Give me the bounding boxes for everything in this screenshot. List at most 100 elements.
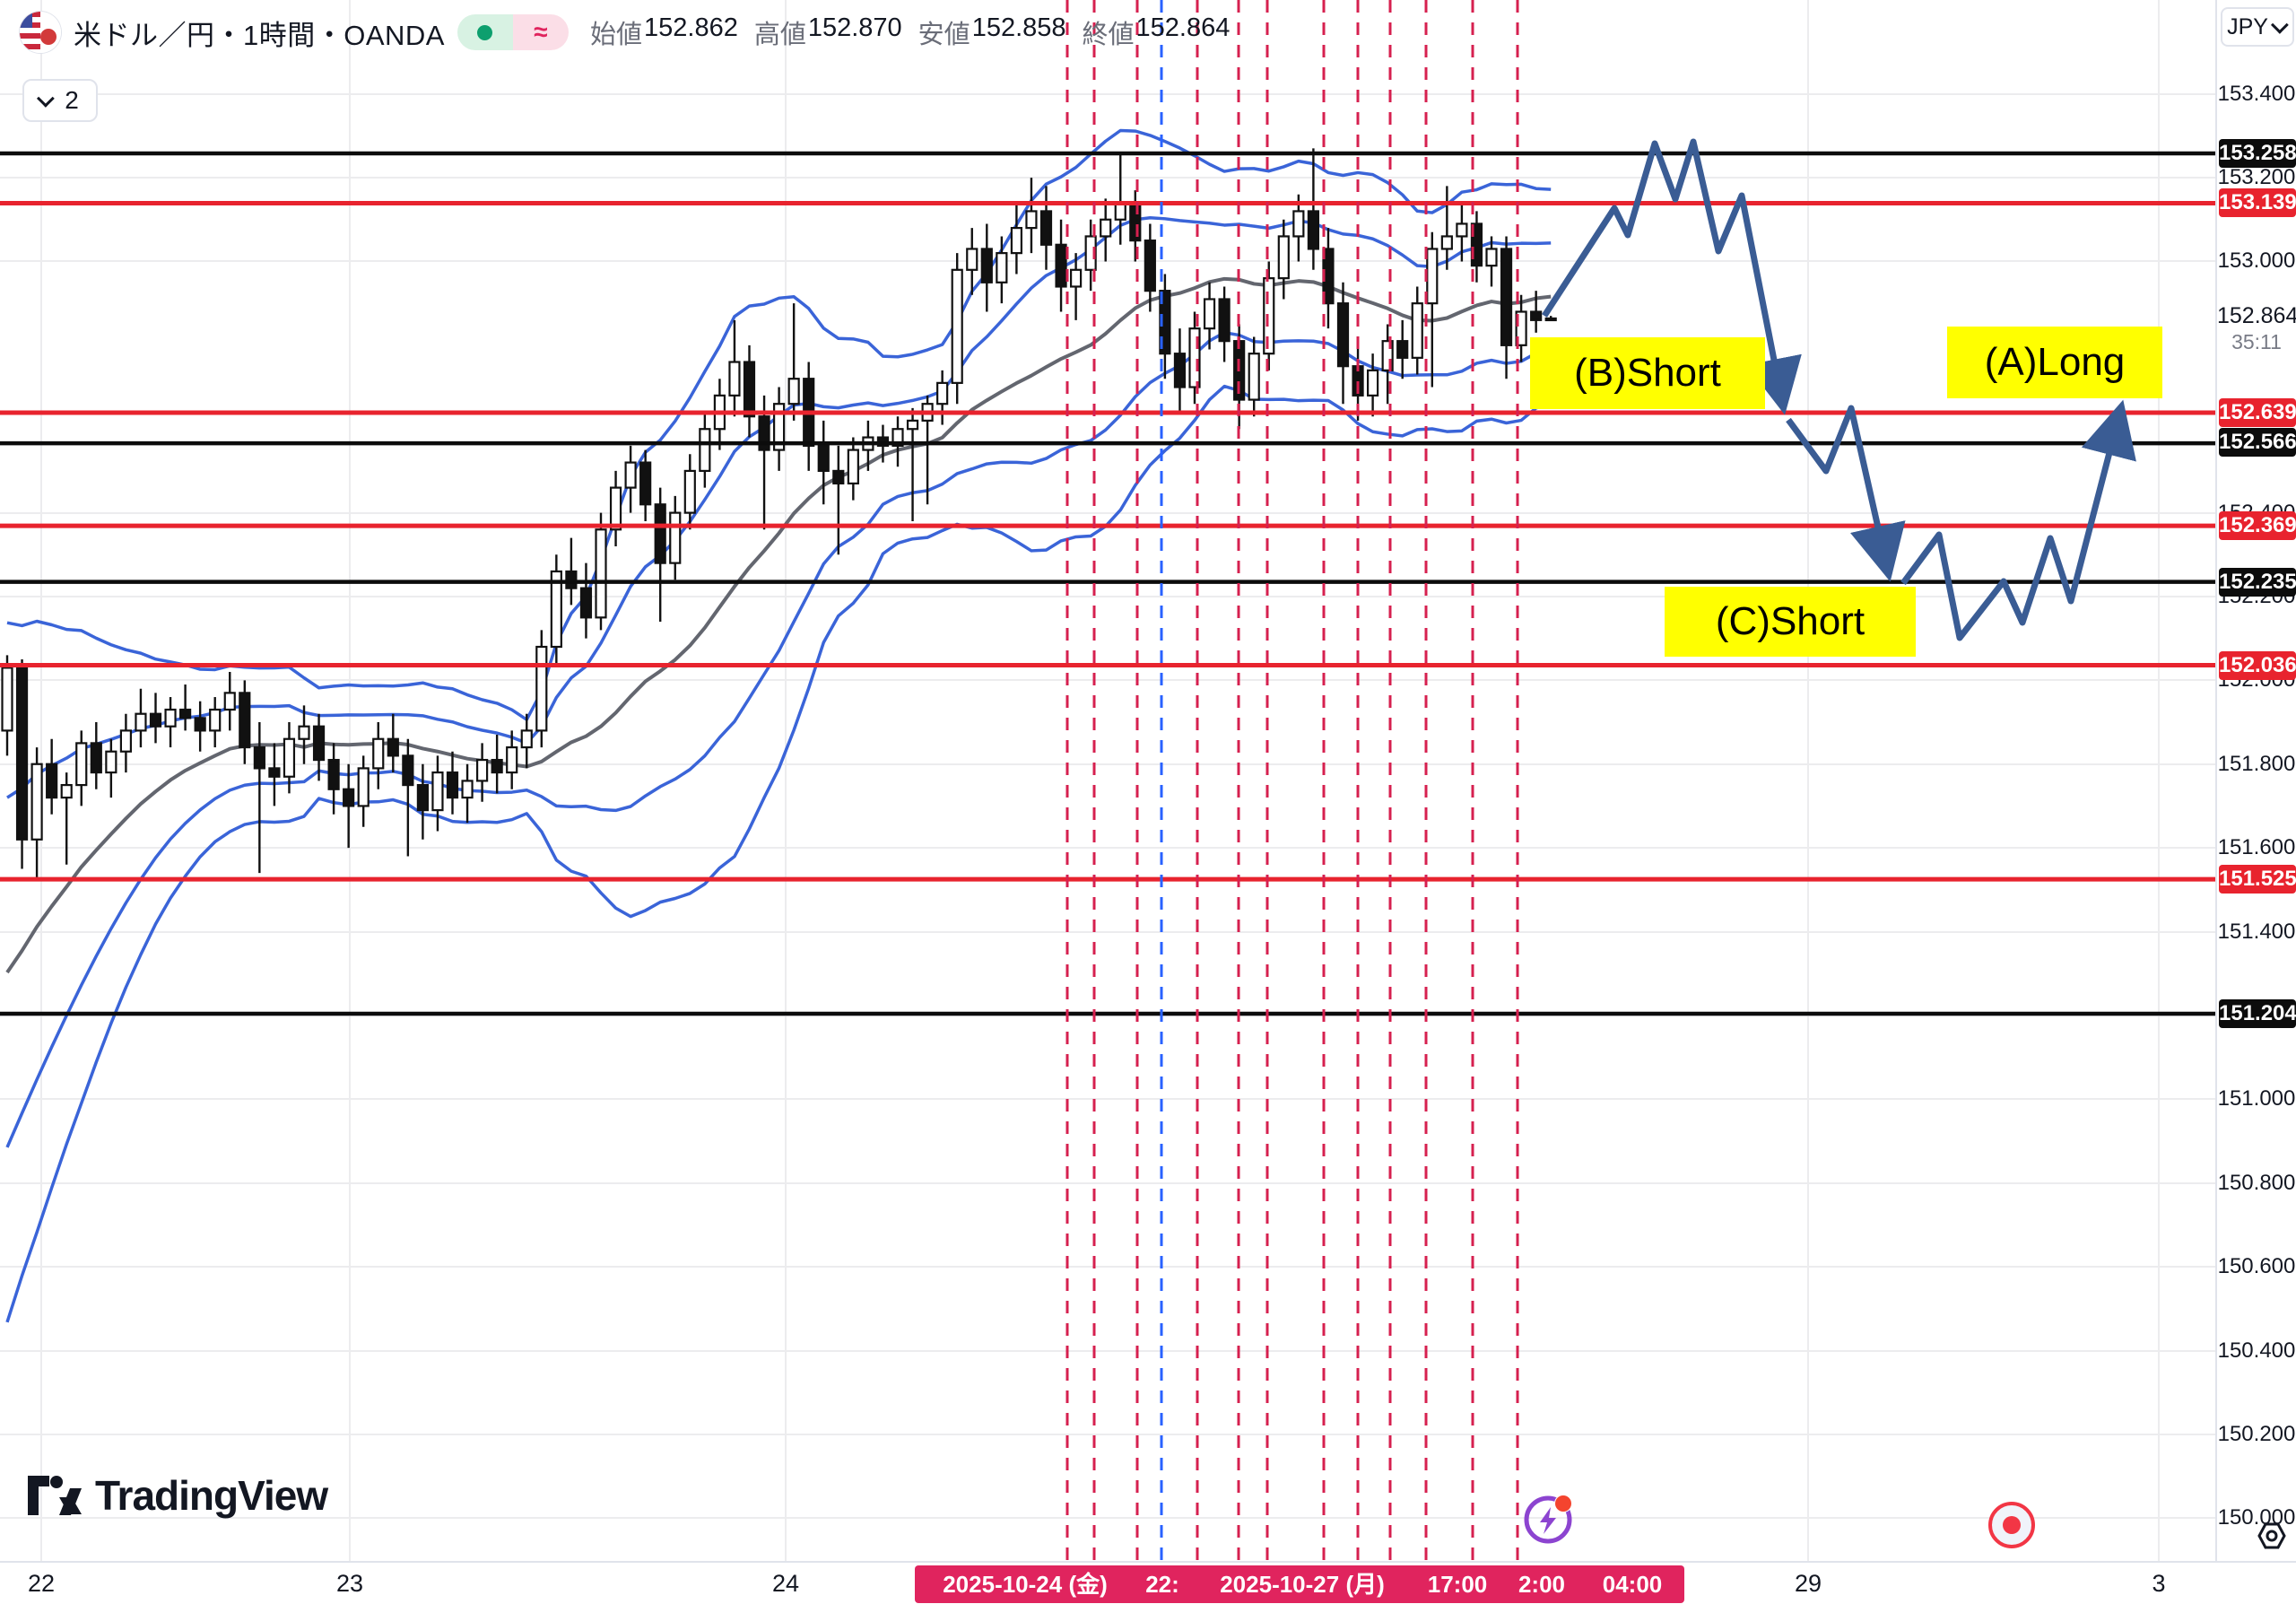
arrow-projection-up-to-152.639 [1900, 399, 2136, 641]
candle-body-up [1248, 353, 1260, 401]
candle [550, 554, 562, 664]
candle [1084, 219, 1097, 292]
candle-body-up [1263, 277, 1275, 355]
bar-countdown: 35:11 [2231, 330, 2282, 353]
price-badge-153.139: 153.139 [2219, 188, 2296, 217]
candle [1188, 311, 1201, 405]
candle-body-down [387, 737, 399, 757]
price-tick-153.400: 153.400 [2217, 82, 2296, 106]
ohlc-readout: 始値 152.862 高値 152.870 安値 152.858 終値 152.864 [590, 13, 1230, 51]
candle-body-down [654, 503, 666, 564]
open-label: 始値 [589, 21, 642, 49]
japan-flag-half [40, 12, 61, 53]
label-a-long[interactable]: (A)Long [1947, 327, 2162, 398]
candle [728, 319, 741, 417]
candle [1129, 190, 1142, 262]
quick-action-bolt-icon[interactable] [1522, 1493, 1574, 1545]
candle-body-up [535, 645, 548, 732]
open-value: 152.862 [644, 13, 738, 42]
candle-body-up [60, 783, 73, 799]
time-axis[interactable]: 2025-10-24 (金) 22: 2025-10-27 (月) 17:00 2:00… [0, 1561, 2296, 1604]
candle-body-down [817, 444, 830, 473]
price-badge-152.566: 152.566 [2219, 428, 2296, 457]
price-tick-150.800: 150.800 [2217, 1171, 2296, 1195]
candle-body-up [891, 428, 904, 447]
price-axis[interactable]: JPY 153.400153.200153.000152.400152.2001… [2215, 0, 2296, 1561]
tradingview-logo[interactable]: TradingView [27, 1471, 328, 1520]
candle-body-down [239, 692, 251, 749]
candle-body-up [119, 729, 132, 753]
close-label: 終値 [1082, 21, 1135, 49]
candle-body-up [906, 419, 919, 431]
candle [1, 655, 13, 756]
candle [996, 236, 1008, 304]
usdjpy-flag-icon [20, 12, 61, 53]
candle-body-up [996, 252, 1008, 283]
label-c-short[interactable]: (C)Short [1665, 587, 1916, 657]
candle-body-down [253, 745, 265, 770]
candle-body-down [312, 725, 326, 762]
axis-settings-button[interactable] [2257, 1521, 2287, 1556]
candle [239, 680, 251, 764]
candle-body-down [1307, 210, 1320, 250]
session-badge-label: 2:00 [1518, 1571, 1566, 1598]
arrow-projection-down-to-152.639 [1542, 138, 1802, 415]
price-tick-150.000: 150.000 [2217, 1505, 2296, 1530]
price-tick-151.800: 151.800 [2217, 752, 2296, 776]
candle [1144, 223, 1156, 312]
chevron-down-icon [37, 89, 55, 108]
candle [743, 344, 756, 438]
candle-body-up [669, 511, 682, 564]
candle [194, 701, 206, 752]
high-label: 高値 [753, 21, 806, 49]
currency-selector[interactable]: JPY [2221, 7, 2294, 47]
candle-body-up [30, 763, 43, 841]
candle-body-down [343, 788, 355, 807]
indicators-collapsed-chip[interactable]: 2 [22, 79, 98, 122]
candle-body-up [609, 486, 622, 531]
session-badge-label: 04:00 [1602, 1571, 1663, 1598]
candle [817, 420, 830, 505]
candle [343, 763, 355, 849]
bollinger-lower2-band [5, 384, 1552, 1323]
price-chart-svg [0, 0, 2215, 1561]
candle [579, 562, 593, 639]
candle [1248, 336, 1260, 417]
session-badge-label: 22: [1145, 1571, 1179, 1598]
candle [1440, 186, 1453, 270]
time-tick-29: 29 [1794, 1570, 1822, 1597]
record-target-icon[interactable] [1988, 1502, 2035, 1548]
candle [327, 743, 340, 815]
price-badge-152.369: 152.369 [2219, 511, 2296, 540]
bollinger-bands [5, 128, 1552, 1323]
price-badge-153.258: 153.258 [2219, 139, 2296, 168]
candle-body-up [298, 725, 310, 740]
price-badge-152.036: 152.036 [2219, 651, 2296, 680]
chart-plot-area[interactable] [0, 0, 2215, 1561]
candle-body-up [1277, 235, 1290, 280]
candle-body-down [1336, 302, 1350, 368]
candle-body-up [1544, 317, 1557, 322]
candle [506, 730, 518, 789]
candle [758, 395, 770, 530]
candle [1159, 274, 1171, 379]
candle-body-up [164, 708, 177, 728]
candle-body-up [595, 528, 607, 619]
candle [1470, 211, 1483, 283]
market-status-pills[interactable]: ≈ [457, 14, 569, 50]
candle-body-down [1039, 210, 1053, 246]
candle-body-up [1100, 218, 1112, 238]
candle-body-up [1381, 340, 1394, 371]
candle-body-up [283, 737, 296, 778]
tradingview-logo-text: TradingView [95, 1472, 328, 1519]
price-tick-151.400: 151.400 [2217, 920, 2296, 944]
candle-body-up [683, 469, 696, 514]
candle [1336, 282, 1350, 405]
symbol-title[interactable]: 米ドル／円・1時間・OANDA [74, 19, 445, 51]
market-open-pill [457, 14, 513, 50]
label-b-short[interactable]: (B)Short [1530, 337, 1765, 409]
indicator-count: 2 [65, 86, 79, 114]
candle [699, 412, 711, 488]
candle [149, 693, 162, 744]
